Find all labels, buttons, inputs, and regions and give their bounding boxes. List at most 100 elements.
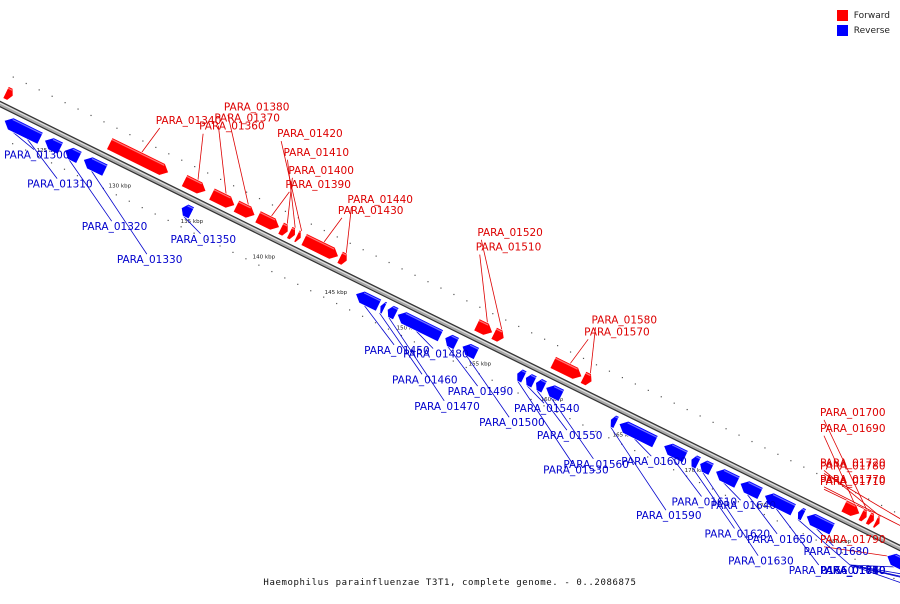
guide-dot	[596, 364, 597, 365]
guide-dot	[77, 108, 78, 109]
gene-label-para-01700[interactable]: PARA_01700	[820, 407, 886, 419]
gene-label-para-01500[interactable]: PARA_01500	[479, 417, 545, 429]
guide-dot	[570, 351, 571, 352]
gene-label-para-01630[interactable]: PARA_01630	[728, 556, 794, 568]
axis-tick-label: 140 kbp	[253, 255, 276, 261]
guide-dot	[362, 316, 363, 317]
gene-para-01690[interactable]	[841, 500, 860, 516]
guide-dot	[453, 294, 454, 295]
gene-para-01700[interactable]	[858, 509, 867, 522]
leader-line	[570, 339, 588, 363]
guide-dot	[336, 303, 337, 304]
gene-label-para-01320[interactable]: PARA_01320	[82, 221, 148, 233]
gene-para-01670[interactable]	[798, 508, 807, 521]
gene-label-para-01790[interactable]: PARA_01790	[820, 534, 886, 546]
guide-dot	[700, 415, 701, 416]
gene-label-para-01380[interactable]: PARA_01380	[224, 102, 290, 114]
gene-label-para-01810[interactable]: PARA_01810	[820, 565, 886, 577]
guide-dot	[232, 252, 233, 253]
gene-para-01450[interactable]	[356, 291, 382, 311]
guide-dot	[453, 360, 454, 361]
guide-dot	[388, 329, 389, 330]
guide-dot	[881, 505, 882, 506]
gene-label-para-01350[interactable]: PARA_01350	[171, 234, 237, 246]
guide-dot	[129, 134, 130, 135]
reverse-swatch	[837, 25, 848, 36]
gene-para-01390[interactable]	[255, 211, 280, 230]
guide-dot	[52, 96, 53, 97]
guide-dot	[51, 162, 52, 163]
guide-dot	[687, 409, 688, 410]
gene-label-para-01650[interactable]: PARA_01650	[747, 534, 813, 546]
guide-dot	[492, 380, 493, 381]
guide-dot	[777, 520, 778, 521]
gene-label-para-01640[interactable]: PARA_01640	[711, 500, 777, 512]
gene-label-para-01570[interactable]: PARA_01570	[584, 326, 650, 338]
axis-tick-label: 145 kbp	[325, 290, 348, 296]
guide-dot	[271, 271, 272, 272]
guide-dot	[12, 143, 13, 144]
gene-label-para-01580[interactable]: PARA_01580	[592, 314, 658, 326]
guide-dot	[26, 83, 27, 84]
gene-label-para-01540[interactable]: PARA_01540	[514, 403, 580, 415]
guide-dot	[634, 450, 635, 451]
guide-dot	[194, 166, 195, 167]
guide-dot	[440, 287, 441, 288]
gene-label-para-01550[interactable]: PARA_01550	[537, 430, 603, 442]
guide-dot	[310, 290, 311, 291]
gene-label-para-01510[interactable]: PARA_01510	[476, 242, 542, 254]
guide-dot	[609, 371, 610, 372]
guide-dot	[168, 153, 169, 154]
gene-label-para-01430[interactable]: PARA_01430	[338, 205, 404, 217]
gene-label-para-01330[interactable]: PARA_01330	[117, 254, 183, 266]
gene-label-para-01590[interactable]: PARA_01590	[636, 510, 702, 522]
guide-dot	[583, 358, 584, 359]
gene-label-para-01470[interactable]: PARA_01470	[414, 401, 480, 413]
gene-label-para-01400[interactable]: PARA_01400	[288, 165, 354, 177]
guide-dot	[816, 473, 817, 474]
gene-label-para-01520[interactable]: PARA_01520	[477, 227, 543, 239]
leader-line	[271, 192, 289, 216]
gene-para-01640[interactable]	[716, 469, 741, 488]
gene-label-para-01480[interactable]: PARA_01480	[403, 349, 469, 361]
guide-dot	[544, 339, 545, 340]
gene-para-01380[interactable]	[233, 200, 255, 218]
gene-label-para-01560[interactable]: PARA_01560	[563, 459, 629, 471]
guide-dot	[738, 435, 739, 436]
gene-label-para-01490[interactable]: PARA_01490	[448, 386, 514, 398]
gene-label-para-01690[interactable]: PARA_01690	[820, 423, 886, 435]
gene-label-para-01600[interactable]: PARA_01600	[621, 456, 687, 468]
gene-label-para-01440[interactable]: PARA_01440	[347, 194, 413, 206]
gene-label-para-01300[interactable]: PARA_01300	[4, 150, 70, 162]
gene-para-01370[interactable]	[209, 188, 235, 208]
gene-label-para-01780[interactable]: PARA_01780	[820, 460, 886, 472]
guide-dot	[284, 277, 285, 278]
leader-line	[198, 134, 203, 180]
leader-line	[218, 126, 226, 194]
gene-label-para-01410[interactable]: PARA_01410	[283, 147, 349, 159]
gene-label-para-01460[interactable]: PARA_01460	[392, 374, 458, 386]
guide-dot	[363, 249, 364, 250]
gene-label-para-01390[interactable]: PARA_01390	[285, 179, 351, 191]
guide-dot	[64, 169, 65, 170]
gene-para-01360[interactable]	[181, 175, 206, 194]
guide-dot	[233, 185, 234, 186]
gene-label-para-01310[interactable]: PARA_01310	[27, 179, 93, 191]
gene-label-para-01680[interactable]: PARA_01680	[803, 546, 869, 558]
guide-dot	[389, 262, 390, 263]
guide-dot	[245, 258, 246, 259]
leader-line	[142, 128, 160, 152]
guide-dot	[349, 309, 350, 310]
guide-dot	[674, 403, 675, 404]
gene-para-01590[interactable]	[610, 415, 619, 428]
guide-dot	[220, 179, 221, 180]
gene-label-para-01420[interactable]: PARA_01420	[277, 128, 343, 140]
guide-dot	[350, 243, 351, 244]
guide-dot	[323, 297, 324, 298]
genome-caption: Haemophilus parainfluenzae T3T1, complet…	[0, 578, 900, 588]
gene-para-01510[interactable]	[474, 319, 493, 335]
gene-shine	[299, 232, 301, 233]
gene-label-para-01370[interactable]: PARA_01370	[214, 113, 280, 125]
gene-label-para-01770[interactable]: PARA_01770	[820, 474, 886, 486]
guide-dot	[764, 514, 765, 515]
